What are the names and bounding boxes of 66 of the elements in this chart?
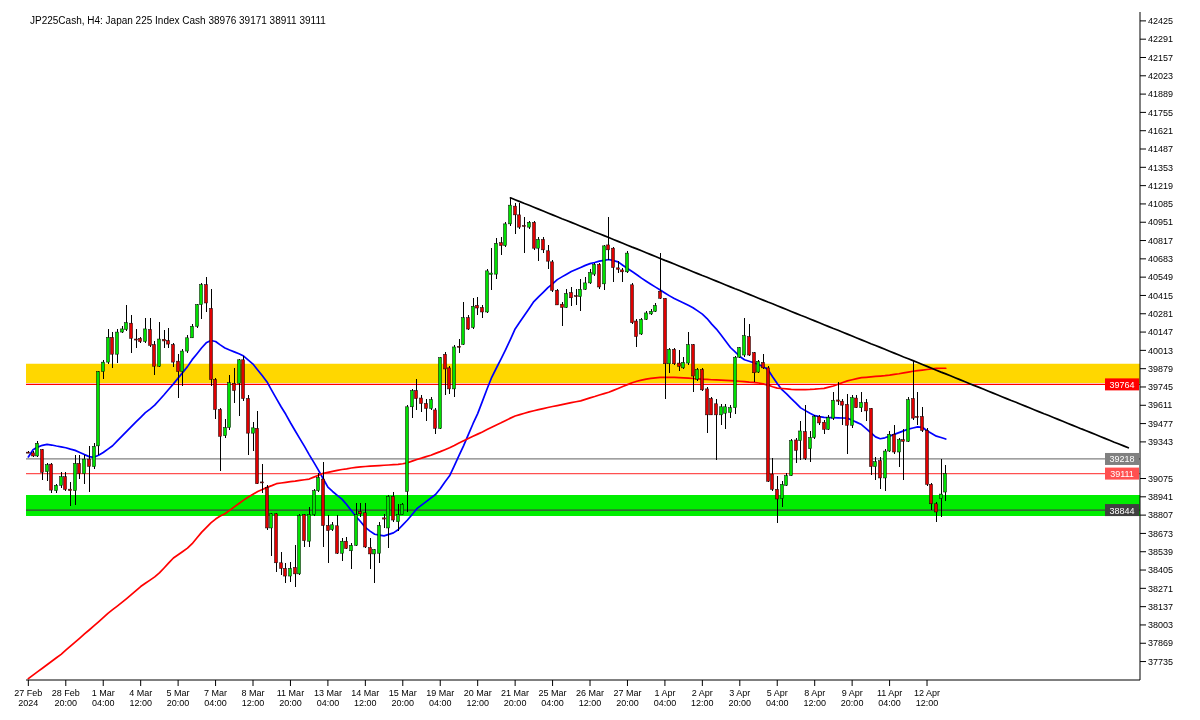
y-tick-label: 38673 <box>1148 528 1174 539</box>
y-tick-label: 39343 <box>1148 437 1174 448</box>
x-tick-label: 3 Apr 20:00 <box>728 688 752 708</box>
candlestick <box>939 459 943 517</box>
y-tick-label: 40147 <box>1148 327 1174 338</box>
y-tick-label: 38405 <box>1148 565 1174 576</box>
y-tick-label: 42157 <box>1148 52 1174 63</box>
y-tick-label: 39879 <box>1148 363 1174 374</box>
x-tick-label: 11 Apr 04:00 <box>876 688 903 708</box>
y-tick-label: 38271 <box>1148 583 1174 594</box>
y-tick-label: 38941 <box>1148 492 1174 503</box>
y-tick-label: 42023 <box>1148 70 1174 81</box>
x-tick-label: 1 Apr 04:00 <box>653 688 677 708</box>
y-tick-label: 39075 <box>1148 473 1174 484</box>
y-tick-label: 39611 <box>1148 400 1173 411</box>
y-tick-label: 38807 <box>1148 510 1174 521</box>
x-tick-label: 15 Mar 20:00 <box>388 688 417 708</box>
y-tick-label: 42425 <box>1148 16 1174 27</box>
x-tick-label: 19 Mar 04:00 <box>426 688 455 708</box>
x-tick-label: 20 Mar 12:00 <box>463 688 492 708</box>
y-tick-label: 41755 <box>1148 107 1174 118</box>
x-tick-label: 9 Apr 20:00 <box>840 688 864 708</box>
x-tick-label: 7 Mar 04:00 <box>204 688 228 708</box>
y-tick-label: 41487 <box>1148 144 1174 155</box>
x-tick-label: 8 Apr 12:00 <box>803 688 826 708</box>
ref-line-label: 39111 <box>1110 469 1134 480</box>
y-tick-label: 38003 <box>1148 620 1174 631</box>
y-tick-label: 41085 <box>1148 199 1174 210</box>
x-tick-label: 11 Mar 20:00 <box>276 688 305 708</box>
x-tick-label: 2 Apr 12:00 <box>691 688 714 708</box>
y-tick-label: 39745 <box>1148 382 1174 393</box>
x-tick-label: 5 Mar 20:00 <box>166 688 190 708</box>
x-tick-label: 27 Feb 2024 <box>14 688 43 708</box>
y-tick-label: 39477 <box>1148 418 1174 429</box>
x-tick-label: 14 Mar 12:00 <box>351 688 380 708</box>
x-tick-label: 28 Feb 20:00 <box>51 688 80 708</box>
x-tick-label: 21 Mar 20:00 <box>501 688 530 708</box>
x-tick-label: 25 Mar 04:00 <box>538 688 567 708</box>
y-tick-label: 40951 <box>1148 217 1174 228</box>
ref-line-label: 39764 <box>1109 379 1135 390</box>
ref-line-label: 39218 <box>1109 454 1135 465</box>
x-tick-label: 8 Mar 12:00 <box>241 688 265 708</box>
ref-line-label: 38844 <box>1109 505 1135 516</box>
y-tick-label: 41219 <box>1148 180 1174 191</box>
y-tick-label: 40013 <box>1148 345 1174 356</box>
y-tick-label: 38539 <box>1148 546 1174 557</box>
x-tick-label: 12 Apr 12:00 <box>914 688 941 708</box>
y-tick-label: 41621 <box>1148 125 1174 136</box>
chart-title: JP225Cash, H4: Japan 225 Index Cash 38976 39171 38911 39111 <box>30 15 326 26</box>
y-tick-label: 42291 <box>1148 34 1174 45</box>
y-tick-label: 41889 <box>1148 89 1174 100</box>
x-tick-label: 5 Apr 04:00 <box>765 688 789 708</box>
y-tick-label: 38137 <box>1148 601 1174 612</box>
y-tick-label: 37735 <box>1148 656 1174 667</box>
x-tick-label: 27 Mar 20:00 <box>613 688 642 708</box>
y-tick-label: 40415 <box>1148 290 1174 301</box>
y-tick-label: 40817 <box>1148 235 1174 246</box>
y-tick-label: 40549 <box>1148 272 1174 283</box>
x-tick-label: 13 Mar 04:00 <box>313 688 342 708</box>
y-tick-label: 37869 <box>1148 638 1174 649</box>
x-tick-label: 1 Mar 04:00 <box>91 688 115 708</box>
x-tick-label: 4 Mar 12:00 <box>129 688 153 708</box>
y-tick-label: 41353 <box>1148 162 1174 173</box>
x-tick-label: 26 Mar 12:00 <box>576 688 605 708</box>
y-tick-label: 40281 <box>1148 308 1174 319</box>
y-tick-label: 40683 <box>1148 254 1174 265</box>
